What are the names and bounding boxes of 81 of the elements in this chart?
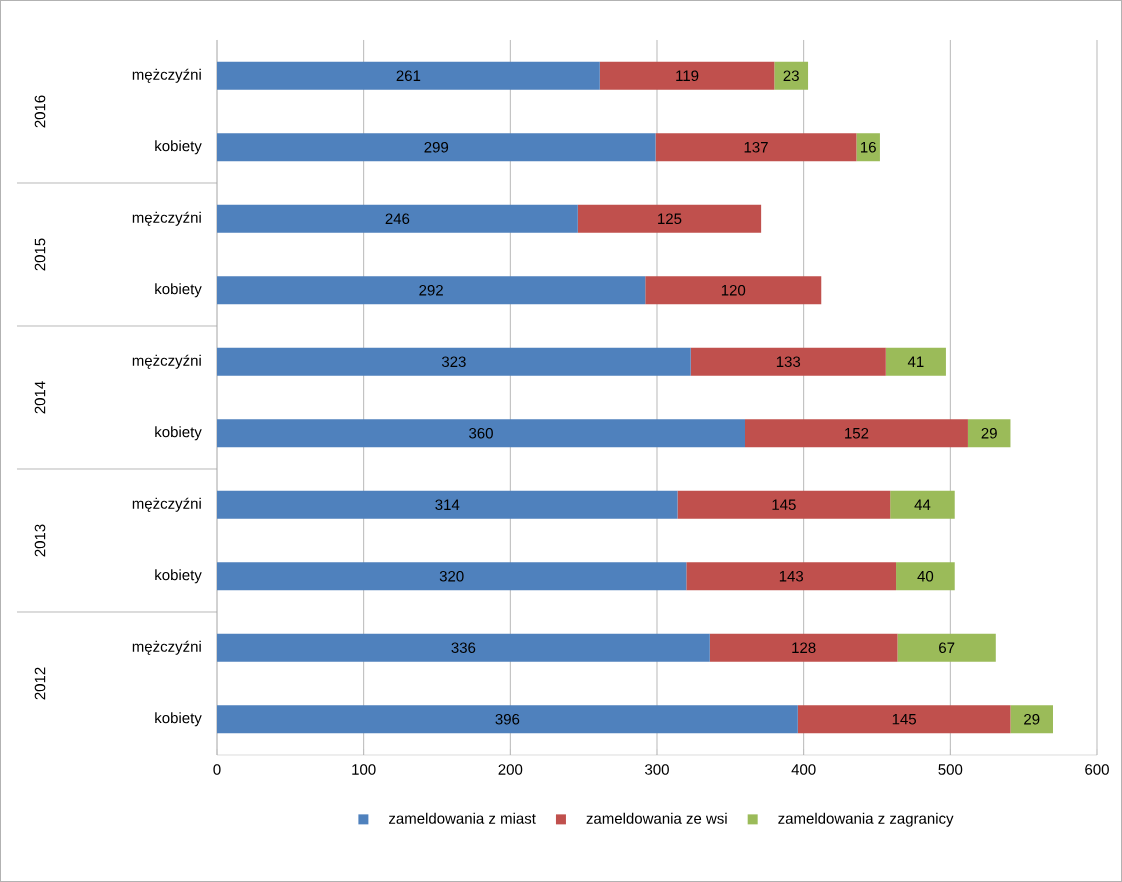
bar: [797, 705, 1011, 734]
bar: [890, 490, 955, 519]
y-tick-label: mężczyźni: [132, 640, 201, 655]
bar: [217, 276, 646, 305]
bar: [217, 705, 798, 734]
data-label: 145: [772, 499, 796, 510]
data-label: 40: [917, 570, 934, 582]
data-label: 125: [658, 213, 682, 225]
bar: [217, 633, 710, 662]
text: 2015: [34, 238, 46, 271]
bar: [217, 490, 678, 519]
bar: [690, 347, 886, 376]
bar: [885, 347, 946, 376]
data-label: 137: [744, 141, 768, 153]
data-label: 396: [495, 713, 520, 725]
bar: [577, 204, 762, 233]
x-tick-label: 300: [645, 764, 669, 775]
bar: [217, 347, 691, 376]
data-label: 29: [1024, 713, 1040, 725]
text: 2016: [34, 95, 46, 128]
data-label: 320: [439, 570, 464, 582]
data-label: 299: [424, 141, 449, 153]
bar: [745, 419, 968, 448]
text: 2012: [34, 667, 46, 700]
data-label: 133: [776, 356, 801, 368]
bar: [677, 490, 891, 519]
bar: [897, 633, 996, 662]
bar: [217, 562, 687, 591]
bar: [856, 133, 880, 162]
data-label: 119: [676, 70, 699, 82]
bar: [645, 276, 822, 305]
data-label: 314: [435, 499, 460, 511]
bar: [1010, 705, 1053, 734]
y-tick-label: mężczyźni: [132, 497, 201, 512]
y-tick-label: kobiety: [155, 569, 202, 584]
data-label: 145: [892, 714, 917, 725]
data-label: 323: [441, 356, 466, 368]
bar: [217, 204, 578, 233]
data-label: 41: [907, 356, 924, 367]
bar: [686, 562, 897, 591]
legend-label: zameldowania z miast: [389, 812, 536, 824]
data-label: 261: [396, 70, 421, 82]
data-label: 292: [419, 284, 443, 296]
y-tick-label: mężczyźni: [132, 211, 201, 226]
x-tick-label: 500: [938, 764, 963, 775]
y-tick-label: mężczyźni: [132, 68, 201, 83]
x-tick-label: 400: [791, 764, 816, 775]
y-tick-label: kobiety: [155, 712, 202, 727]
data-label: 120: [721, 284, 746, 296]
bar: [217, 133, 656, 162]
data-label: 23: [783, 70, 799, 82]
bar: [774, 61, 809, 90]
bar: [599, 61, 775, 90]
bar: [896, 562, 955, 591]
bar: [217, 61, 600, 90]
data-label: 67: [939, 642, 955, 654]
data-label: 44: [914, 499, 931, 510]
y-tick-label: kobiety: [155, 426, 202, 441]
bar: [655, 133, 857, 162]
y-tick-label: kobiety: [155, 283, 202, 298]
data-label: 336: [451, 642, 476, 654]
bar: [967, 419, 1011, 448]
x-tick-label: 600: [1085, 764, 1109, 775]
y-tick-label: mężczyźni: [132, 354, 201, 369]
data-label: 152: [845, 427, 869, 439]
legend-label: zameldowania ze wsi: [586, 812, 727, 824]
y-tick-label: kobiety: [155, 140, 202, 155]
data-label: 360: [469, 427, 493, 439]
data-label: 128: [792, 642, 816, 654]
bar: [217, 419, 745, 448]
data-label: 16: [861, 141, 876, 153]
data-label: 246: [385, 213, 410, 225]
bar: [709, 633, 898, 662]
x-tick-label: 200: [498, 764, 523, 775]
data-label: 143: [779, 570, 804, 582]
text: 2014: [34, 381, 46, 414]
x-tick-label: 100: [352, 764, 376, 775]
legend-label: zameldowania z zagranicy: [778, 812, 954, 827]
x-tick-label: 0: [213, 764, 221, 775]
text: 2013: [34, 524, 46, 557]
data-label: 29: [981, 427, 997, 439]
